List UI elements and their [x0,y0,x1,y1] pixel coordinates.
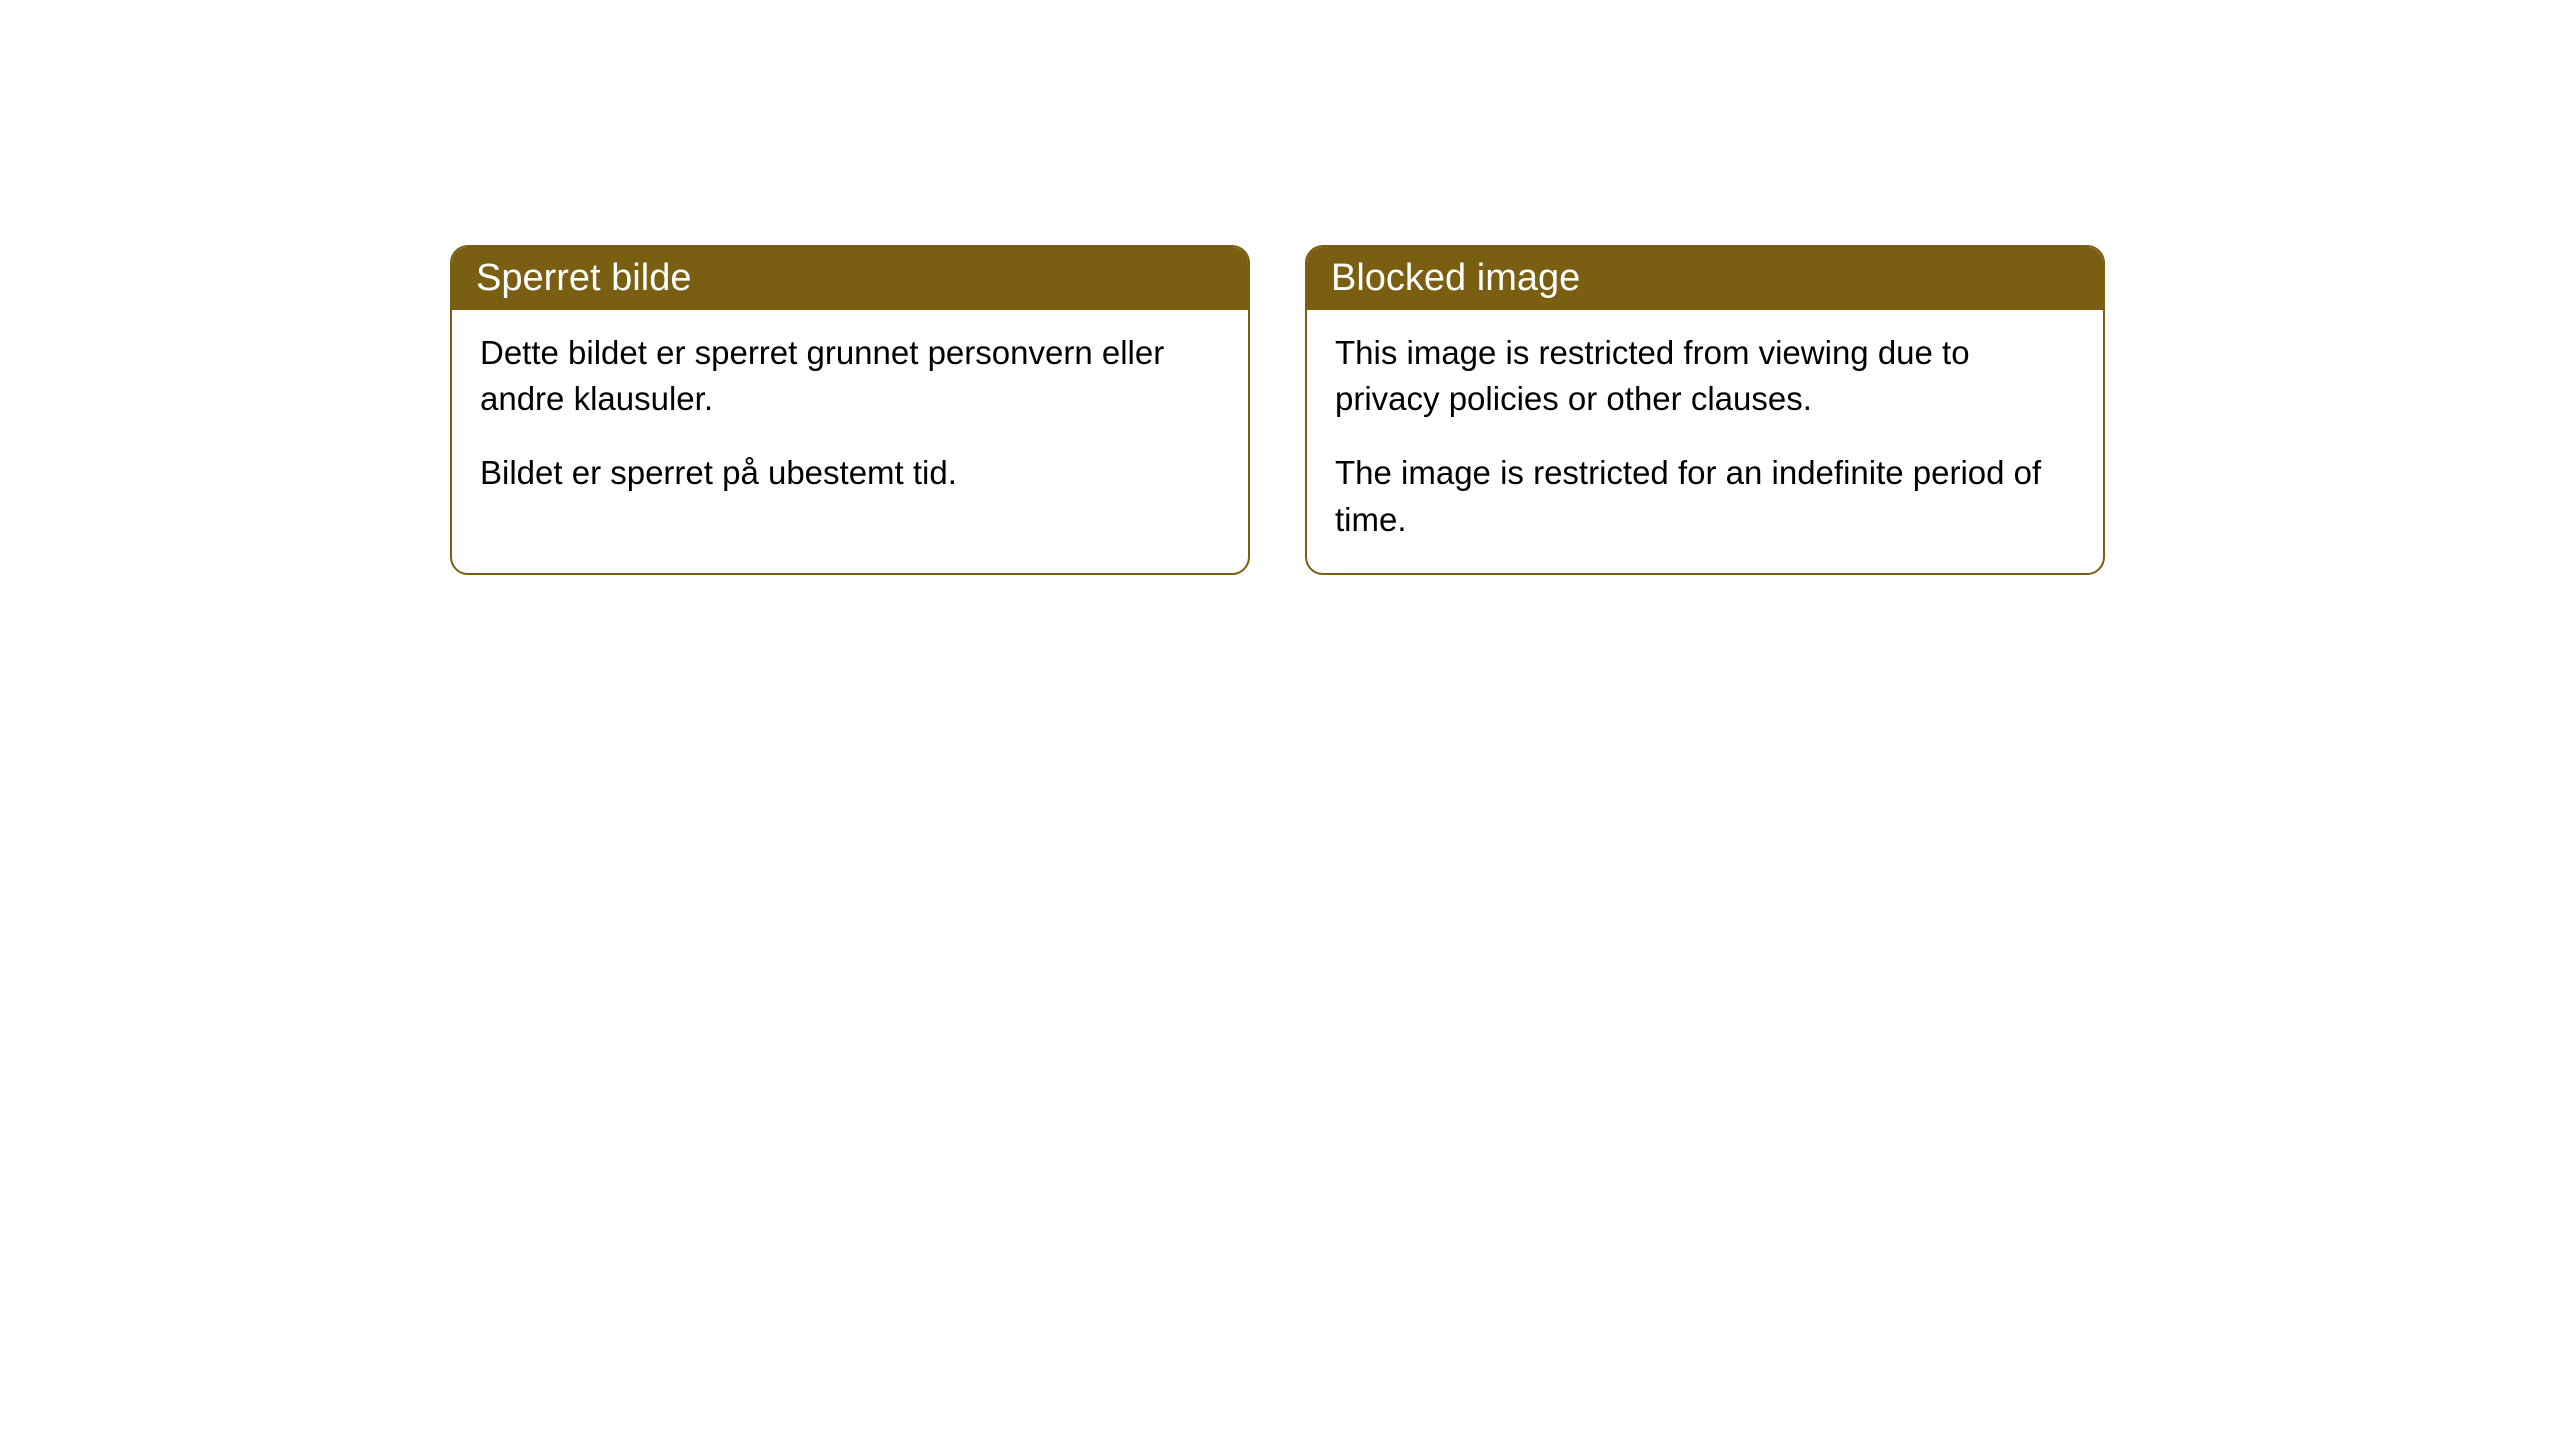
card-text-norwegian-2: Bildet er sperret på ubestemt tid. [480,450,1220,496]
blocked-image-card-norwegian: Sperret bilde Dette bildet er sperret gr… [450,245,1250,575]
cards-container: Sperret bilde Dette bildet er sperret gr… [450,245,2560,575]
blocked-image-card-english: Blocked image This image is restricted f… [1305,245,2105,575]
card-header-norwegian: Sperret bilde [452,247,1248,310]
card-text-norwegian-1: Dette bildet er sperret grunnet personve… [480,330,1220,422]
card-body-english: This image is restricted from viewing du… [1307,310,2103,573]
card-body-norwegian: Dette bildet er sperret grunnet personve… [452,310,1248,527]
card-text-english-1: This image is restricted from viewing du… [1335,330,2075,422]
card-text-english-2: The image is restricted for an indefinit… [1335,450,2075,542]
card-header-english: Blocked image [1307,247,2103,310]
